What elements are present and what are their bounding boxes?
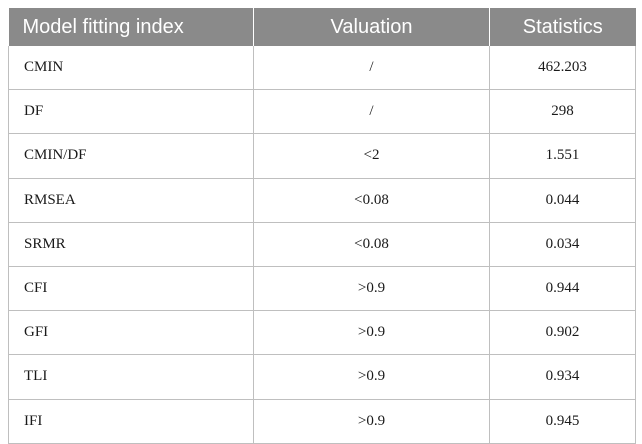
cell-statistics: 462.203 <box>489 46 636 91</box>
table-row: RMSEA <0.08 0.044 <box>8 178 636 223</box>
cell-valuation: <0.08 <box>253 222 490 267</box>
cell-index: GFI <box>8 310 254 356</box>
fit-index-table: Model fitting index Valuation Statistics… <box>8 8 636 444</box>
cell-valuation: >0.9 <box>253 266 490 312</box>
cell-statistics: 0.034 <box>489 222 636 267</box>
table-row: CFI >0.9 0.944 <box>8 266 636 312</box>
cell-statistics: 1.551 <box>489 133 636 179</box>
table-row: SRMR <0.08 0.034 <box>8 222 636 267</box>
table-row: DF / 298 <box>8 89 636 135</box>
table-row: GFI >0.9 0.902 <box>8 310 636 356</box>
cell-statistics: 298 <box>489 89 636 135</box>
cell-statistics: 0.934 <box>489 354 636 400</box>
cell-statistics: 0.944 <box>489 266 636 312</box>
table-row: IFI >0.9 0.945 <box>8 399 636 444</box>
table-row: CMIN / 462.203 <box>8 46 636 91</box>
header-valuation: Valuation <box>253 8 490 46</box>
cell-valuation: <0.08 <box>253 178 490 223</box>
header-statistics: Statistics <box>489 8 636 46</box>
cell-index: RMSEA <box>8 178 254 223</box>
cell-valuation: / <box>253 89 490 135</box>
cell-index: CFI <box>8 266 254 312</box>
cell-valuation: >0.9 <box>253 310 490 356</box>
header-model-fitting-index: Model fitting index <box>8 8 254 46</box>
cell-index: CMIN <box>8 46 254 91</box>
cell-valuation: >0.9 <box>253 399 490 444</box>
cell-index: SRMR <box>8 222 254 267</box>
header-row: Model fitting index Valuation Statistics <box>8 8 636 46</box>
cell-index: TLI <box>8 354 254 400</box>
cell-index: DF <box>8 89 254 135</box>
cell-valuation: / <box>253 46 490 91</box>
cell-statistics: 0.945 <box>489 399 636 444</box>
table-row: CMIN/DF <2 1.551 <box>8 133 636 179</box>
cell-valuation: <2 <box>253 133 490 179</box>
table-body: CMIN / 462.203 DF / 298 CMIN/DF <2 1.551… <box>8 46 636 444</box>
cell-statistics: 0.902 <box>489 310 636 356</box>
table-row: TLI >0.9 0.934 <box>8 354 636 400</box>
cell-index: IFI <box>8 399 254 444</box>
cell-index: CMIN/DF <box>8 133 254 179</box>
cell-statistics: 0.044 <box>489 178 636 223</box>
fit-index-table-container: Model fitting index Valuation Statistics… <box>8 8 636 444</box>
cell-valuation: >0.9 <box>253 354 490 400</box>
table-header: Model fitting index Valuation Statistics <box>8 8 636 46</box>
